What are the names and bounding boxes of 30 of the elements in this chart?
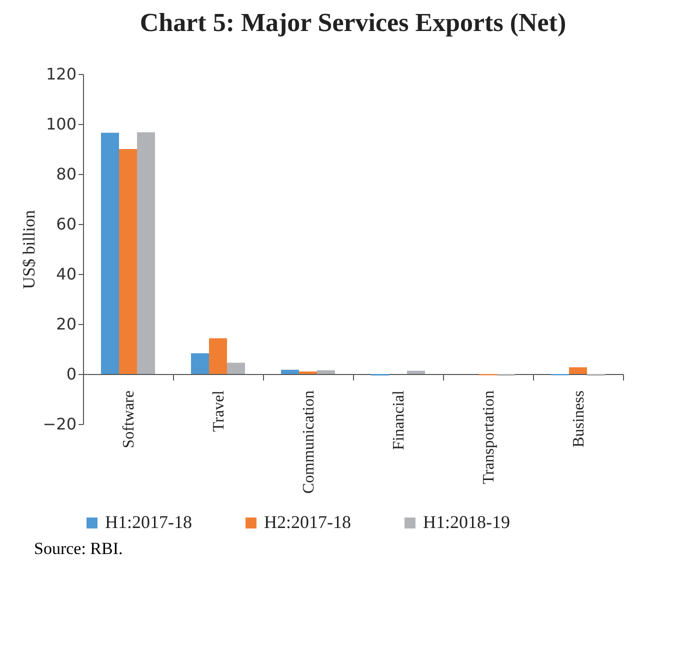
y-tick-label: −20 (42, 414, 76, 434)
bar (191, 353, 209, 374)
bar (119, 149, 137, 374)
bar (407, 370, 425, 374)
bar (209, 338, 227, 374)
y-tick-label: 120 (46, 64, 76, 84)
y-tick-label: 80 (56, 164, 76, 184)
y-tick-label: 0 (66, 364, 76, 384)
x-tick-label: Business (570, 390, 588, 448)
bar (137, 132, 155, 374)
bar (281, 370, 299, 374)
x-tick-label: Communication (300, 390, 318, 494)
x-tick-label: Transportation (480, 390, 498, 484)
legend-label: H1:2017-18 (105, 512, 192, 532)
bar (569, 367, 587, 374)
x-tick-label: Financial (390, 390, 408, 450)
x-tick-label: Software (120, 390, 138, 448)
source-note: Source: RBI. (34, 539, 124, 559)
bar (227, 362, 245, 374)
y-tick-label: 100 (46, 114, 76, 134)
y-tick-label: 40 (56, 264, 76, 284)
bar (317, 370, 335, 374)
y-tick-label: 20 (56, 314, 76, 334)
chart-title: Chart 5: Major Services Exports (Net) (140, 8, 566, 37)
y-tick-label: 60 (56, 214, 76, 234)
legend-label: H1:2018-19 (423, 512, 510, 532)
y-axis-title: US$ billion (20, 210, 39, 289)
legend-label: H2:2017-18 (264, 512, 351, 532)
bar (101, 132, 119, 374)
x-tick-label: Travel (210, 390, 228, 432)
